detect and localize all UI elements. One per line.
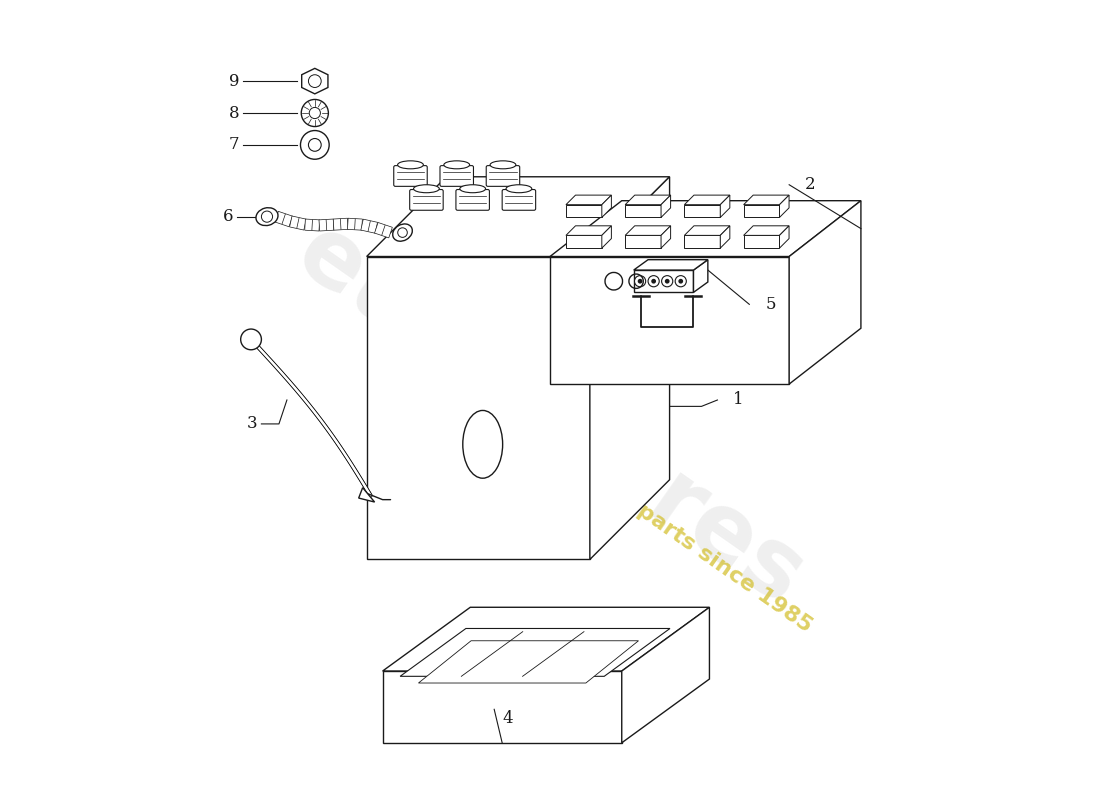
- Polygon shape: [684, 235, 721, 248]
- Polygon shape: [744, 235, 780, 248]
- Circle shape: [635, 276, 646, 286]
- Polygon shape: [366, 257, 590, 559]
- Polygon shape: [625, 226, 671, 235]
- Polygon shape: [418, 641, 638, 683]
- Text: 7: 7: [229, 136, 239, 154]
- Ellipse shape: [256, 208, 278, 226]
- Circle shape: [675, 276, 686, 286]
- Text: 2: 2: [805, 176, 816, 194]
- FancyBboxPatch shape: [503, 190, 536, 210]
- Ellipse shape: [397, 161, 424, 169]
- Text: 5: 5: [766, 296, 775, 313]
- Circle shape: [301, 99, 329, 126]
- Polygon shape: [602, 195, 612, 218]
- Ellipse shape: [491, 161, 516, 169]
- Polygon shape: [621, 607, 710, 743]
- Polygon shape: [275, 211, 293, 226]
- Polygon shape: [744, 195, 789, 205]
- Polygon shape: [366, 177, 670, 257]
- Polygon shape: [780, 226, 789, 248]
- Polygon shape: [684, 195, 729, 205]
- Polygon shape: [565, 205, 602, 218]
- Ellipse shape: [460, 185, 485, 193]
- FancyBboxPatch shape: [634, 270, 693, 292]
- Text: eurospares: eurospares: [279, 207, 821, 625]
- Text: 4: 4: [503, 710, 513, 727]
- Polygon shape: [744, 226, 789, 235]
- Circle shape: [679, 279, 683, 284]
- Polygon shape: [565, 195, 612, 205]
- Polygon shape: [693, 260, 708, 292]
- Polygon shape: [720, 195, 729, 218]
- Polygon shape: [565, 226, 612, 235]
- Ellipse shape: [443, 161, 470, 169]
- Polygon shape: [565, 235, 602, 248]
- Polygon shape: [383, 607, 710, 671]
- Polygon shape: [789, 201, 861, 384]
- Polygon shape: [744, 205, 780, 218]
- Circle shape: [308, 74, 321, 87]
- Polygon shape: [400, 629, 670, 676]
- Polygon shape: [602, 226, 612, 248]
- Polygon shape: [684, 205, 721, 218]
- Polygon shape: [625, 205, 661, 218]
- Text: 6: 6: [223, 208, 233, 225]
- Polygon shape: [634, 260, 708, 270]
- Circle shape: [664, 279, 670, 284]
- Polygon shape: [319, 219, 334, 231]
- Polygon shape: [333, 218, 348, 230]
- Polygon shape: [590, 177, 670, 559]
- Polygon shape: [661, 226, 671, 248]
- Text: 3: 3: [248, 415, 257, 433]
- Polygon shape: [625, 195, 671, 205]
- Polygon shape: [301, 68, 328, 94]
- Circle shape: [651, 279, 656, 284]
- Polygon shape: [684, 226, 729, 235]
- Circle shape: [300, 130, 329, 159]
- Circle shape: [241, 329, 262, 350]
- Text: a passion for parts since 1985: a passion for parts since 1985: [494, 403, 816, 636]
- FancyBboxPatch shape: [394, 166, 427, 186]
- Polygon shape: [305, 219, 320, 231]
- FancyBboxPatch shape: [455, 190, 490, 210]
- Polygon shape: [374, 222, 393, 238]
- Circle shape: [638, 279, 642, 284]
- Text: 1: 1: [734, 391, 744, 409]
- Circle shape: [308, 138, 321, 151]
- Circle shape: [398, 228, 407, 238]
- FancyBboxPatch shape: [409, 190, 443, 210]
- Polygon shape: [625, 235, 661, 248]
- Polygon shape: [359, 488, 375, 502]
- Text: 9: 9: [229, 73, 239, 90]
- Ellipse shape: [414, 185, 439, 193]
- FancyBboxPatch shape: [486, 166, 519, 186]
- FancyBboxPatch shape: [440, 166, 473, 186]
- Polygon shape: [550, 257, 789, 384]
- Polygon shape: [361, 219, 377, 234]
- Circle shape: [661, 276, 673, 286]
- Circle shape: [648, 276, 659, 286]
- Ellipse shape: [506, 185, 531, 193]
- Polygon shape: [550, 201, 861, 257]
- Polygon shape: [661, 195, 671, 218]
- Polygon shape: [780, 195, 789, 218]
- Ellipse shape: [463, 410, 503, 478]
- Ellipse shape: [393, 224, 412, 242]
- Polygon shape: [383, 671, 621, 743]
- Circle shape: [309, 107, 320, 118]
- Polygon shape: [720, 226, 729, 248]
- Polygon shape: [348, 218, 362, 230]
- Circle shape: [262, 211, 273, 222]
- Text: 8: 8: [229, 105, 239, 122]
- Polygon shape: [289, 216, 306, 230]
